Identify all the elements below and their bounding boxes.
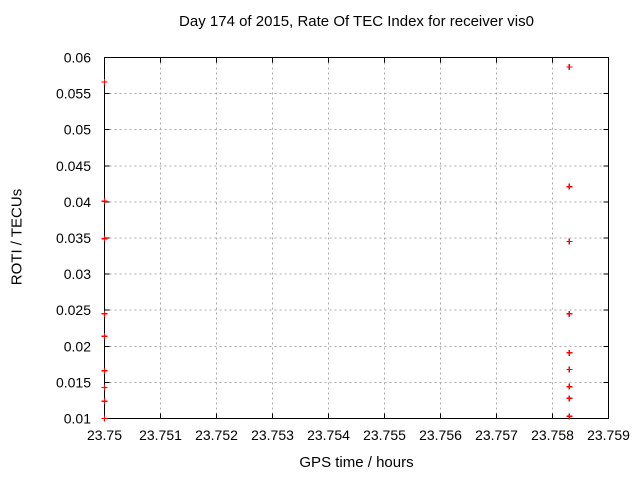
data-point-marker <box>101 367 108 374</box>
x-tick-label: 23.757 <box>475 427 518 443</box>
data-point-marker <box>566 310 573 317</box>
data-point-marker <box>566 366 573 373</box>
data-point-marker <box>101 333 108 340</box>
x-tick-label: 23.756 <box>419 427 462 443</box>
data-point-marker <box>566 63 573 70</box>
x-tick-label: 23.753 <box>251 427 294 443</box>
x-tick-label: 23.758 <box>531 427 574 443</box>
data-point-marker <box>566 413 573 420</box>
y-tick-label: 0.015 <box>56 374 91 390</box>
data-point-marker <box>566 349 573 356</box>
chart-title: Day 174 of 2015, Rate Of TEC Index for r… <box>179 13 534 30</box>
x-tick-label: 23.759 <box>587 427 630 443</box>
data-point-marker <box>566 183 573 190</box>
data-point-marker <box>566 383 573 390</box>
y-tick-label: 0.025 <box>56 302 91 318</box>
data-point-marker <box>101 398 108 405</box>
data-point-marker <box>101 79 108 86</box>
y-tick-label: 0.055 <box>56 86 91 102</box>
data-point-marker <box>101 415 108 422</box>
data-point-marker <box>101 384 108 391</box>
y-tick-label: 0.03 <box>64 266 91 282</box>
y-tick-label: 0.01 <box>64 411 91 427</box>
x-tick-label: 23.75 <box>87 427 122 443</box>
data-point-marker <box>566 238 573 245</box>
data-point-marker <box>101 310 108 317</box>
y-axis-label: ROTI / TECUs <box>8 188 26 286</box>
data-point-marker <box>101 198 108 205</box>
y-tick-label: 0.045 <box>56 158 91 174</box>
x-tick-label: 23.752 <box>195 427 238 443</box>
x-tick-label: 23.755 <box>363 427 406 443</box>
x-tick-label: 23.751 <box>139 427 182 443</box>
y-tick-label: 0.035 <box>56 230 91 246</box>
data-point-marker <box>566 395 573 402</box>
x-axis-label: GPS time / hours <box>299 454 414 471</box>
data-point-marker <box>101 235 108 242</box>
y-tick-label: 0.04 <box>64 194 91 210</box>
y-tick-label: 0.02 <box>64 338 91 354</box>
y-tick-label: 0.06 <box>64 50 91 66</box>
x-tick-label: 23.754 <box>307 427 350 443</box>
y-tick-label: 0.05 <box>64 122 91 138</box>
